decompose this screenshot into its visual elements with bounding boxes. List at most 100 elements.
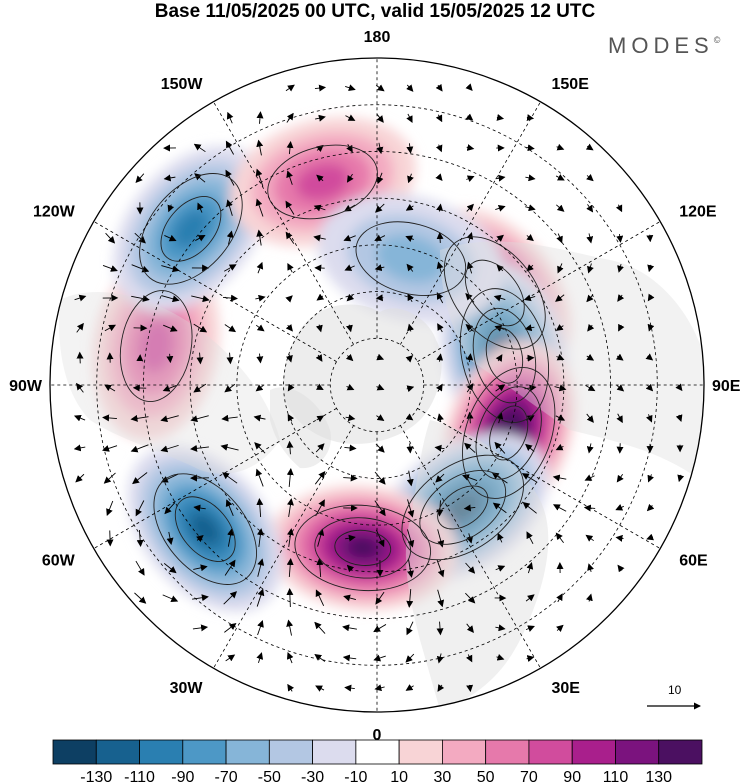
wind-arrow (645, 353, 654, 361)
wind-arrow (466, 353, 474, 362)
wind-arrow (586, 204, 594, 213)
wind-arrow (555, 414, 566, 421)
wind-arrow (285, 323, 293, 332)
wind-arrow (255, 168, 264, 187)
wind-arrow (254, 442, 266, 454)
wind-arrow (346, 143, 353, 153)
wind-arrow (76, 322, 84, 333)
wind-arrow (521, 473, 538, 483)
wind-arrow (556, 204, 565, 212)
contour-line (334, 529, 392, 566)
wind-arrow (315, 589, 325, 606)
wind-arrow (586, 413, 594, 423)
colorbar-swatch-1 (95, 739, 140, 765)
wind-arrow (194, 173, 206, 183)
wind-arrow (197, 202, 204, 213)
wind-arrow (135, 173, 145, 184)
colorbar-swatch-10 (485, 739, 530, 765)
wind-arrow (555, 324, 564, 331)
wind-arrow (435, 114, 443, 123)
wind-arrow (220, 443, 239, 451)
wind-arrow (104, 384, 116, 392)
wind-arrow (585, 143, 594, 151)
wind-arrow (376, 113, 384, 123)
wind-arrow (166, 531, 174, 546)
wind-arrow (406, 263, 414, 272)
wind-arrow (466, 232, 474, 244)
wind-arrow (406, 589, 414, 608)
latitude-circle-70 (283, 291, 471, 479)
wind-arrow (525, 174, 536, 182)
wind-arrow (465, 323, 475, 332)
wind-arrow (346, 383, 355, 391)
wind-arrow (256, 528, 264, 547)
wind-arrow (314, 621, 326, 634)
wind-arrow (373, 624, 387, 633)
contour-line (437, 485, 489, 530)
wind-arrow (285, 84, 295, 92)
longitude-label-10: 120W (33, 204, 76, 221)
longitude-label-2: 120E (679, 204, 717, 221)
wind-arrow (105, 232, 116, 244)
wind-arrow (466, 261, 474, 274)
wind-arrow (617, 294, 625, 302)
wind-arrow (255, 468, 264, 487)
wind-arrow (376, 353, 385, 361)
wind-arrow (315, 383, 324, 391)
wind-arrow (224, 622, 237, 633)
longitude-label-8: 60W (42, 553, 76, 570)
meridian-300 (93, 408, 337, 549)
wind-arrow (406, 84, 414, 92)
wind-arrow (436, 292, 444, 304)
wind-arrow (526, 561, 534, 574)
wind-arrow (435, 173, 443, 181)
wind-arrow (193, 564, 208, 572)
asia-land (440, 241, 704, 480)
meridian-210 (213, 101, 354, 345)
wind-arrow (286, 558, 294, 578)
wind-arrow (552, 504, 567, 512)
meridian-150 (400, 101, 541, 345)
longitude-labels: 180 150E 120E 90E 60E 30E 0 30W 60W 90W 120W 150W (9, 29, 741, 744)
colorbar-tick-6: -10 (344, 769, 367, 783)
wind-arrow (286, 440, 294, 455)
wind-arrow (164, 234, 177, 242)
wind-arrow (227, 528, 234, 547)
wind-arrow (256, 353, 264, 364)
wind-arrow (585, 593, 593, 602)
wind-arrow (106, 530, 114, 547)
wind-arrow (525, 625, 535, 632)
wind-arrow (405, 204, 414, 211)
wind-arrow (405, 653, 415, 663)
colorbar-tick-12: 110 (603, 769, 629, 783)
wind-arrow (615, 204, 623, 213)
wind-arrow (524, 324, 535, 332)
wind-arrow (406, 385, 415, 393)
colorbar: -130 -110 -90 -70 -50 -30 -10 10 30 50 70 90 110 130 (52, 739, 703, 783)
colorbar-tick-10: 70 (520, 769, 538, 783)
wind-arrow (224, 383, 236, 393)
wind-arrow (314, 84, 327, 92)
wind-arrow (615, 353, 624, 361)
longitude-label-4: 60E (679, 553, 708, 570)
wind-arrow (556, 624, 564, 633)
graticule (50, 58, 704, 712)
wind-arrow (286, 528, 294, 547)
wind-arrow (286, 619, 294, 636)
brand-mark: © (713, 35, 721, 45)
wind-arrow (160, 415, 179, 423)
meridian-120 (417, 221, 661, 362)
wind-arrow (224, 324, 237, 333)
contour-line (419, 470, 507, 545)
colorbar-swatch-11 (528, 739, 573, 765)
wind-arrow (103, 472, 116, 484)
wind-arrow (286, 140, 294, 155)
wind-arrow (376, 383, 385, 391)
wind-arrow (556, 233, 563, 244)
wind-arrow (222, 472, 238, 484)
colorbar-swatch-12 (571, 739, 616, 765)
wind-arrow (464, 442, 476, 453)
wind-arrow (167, 204, 175, 213)
wind-arrow (374, 684, 385, 692)
wind-arrow (226, 230, 234, 245)
